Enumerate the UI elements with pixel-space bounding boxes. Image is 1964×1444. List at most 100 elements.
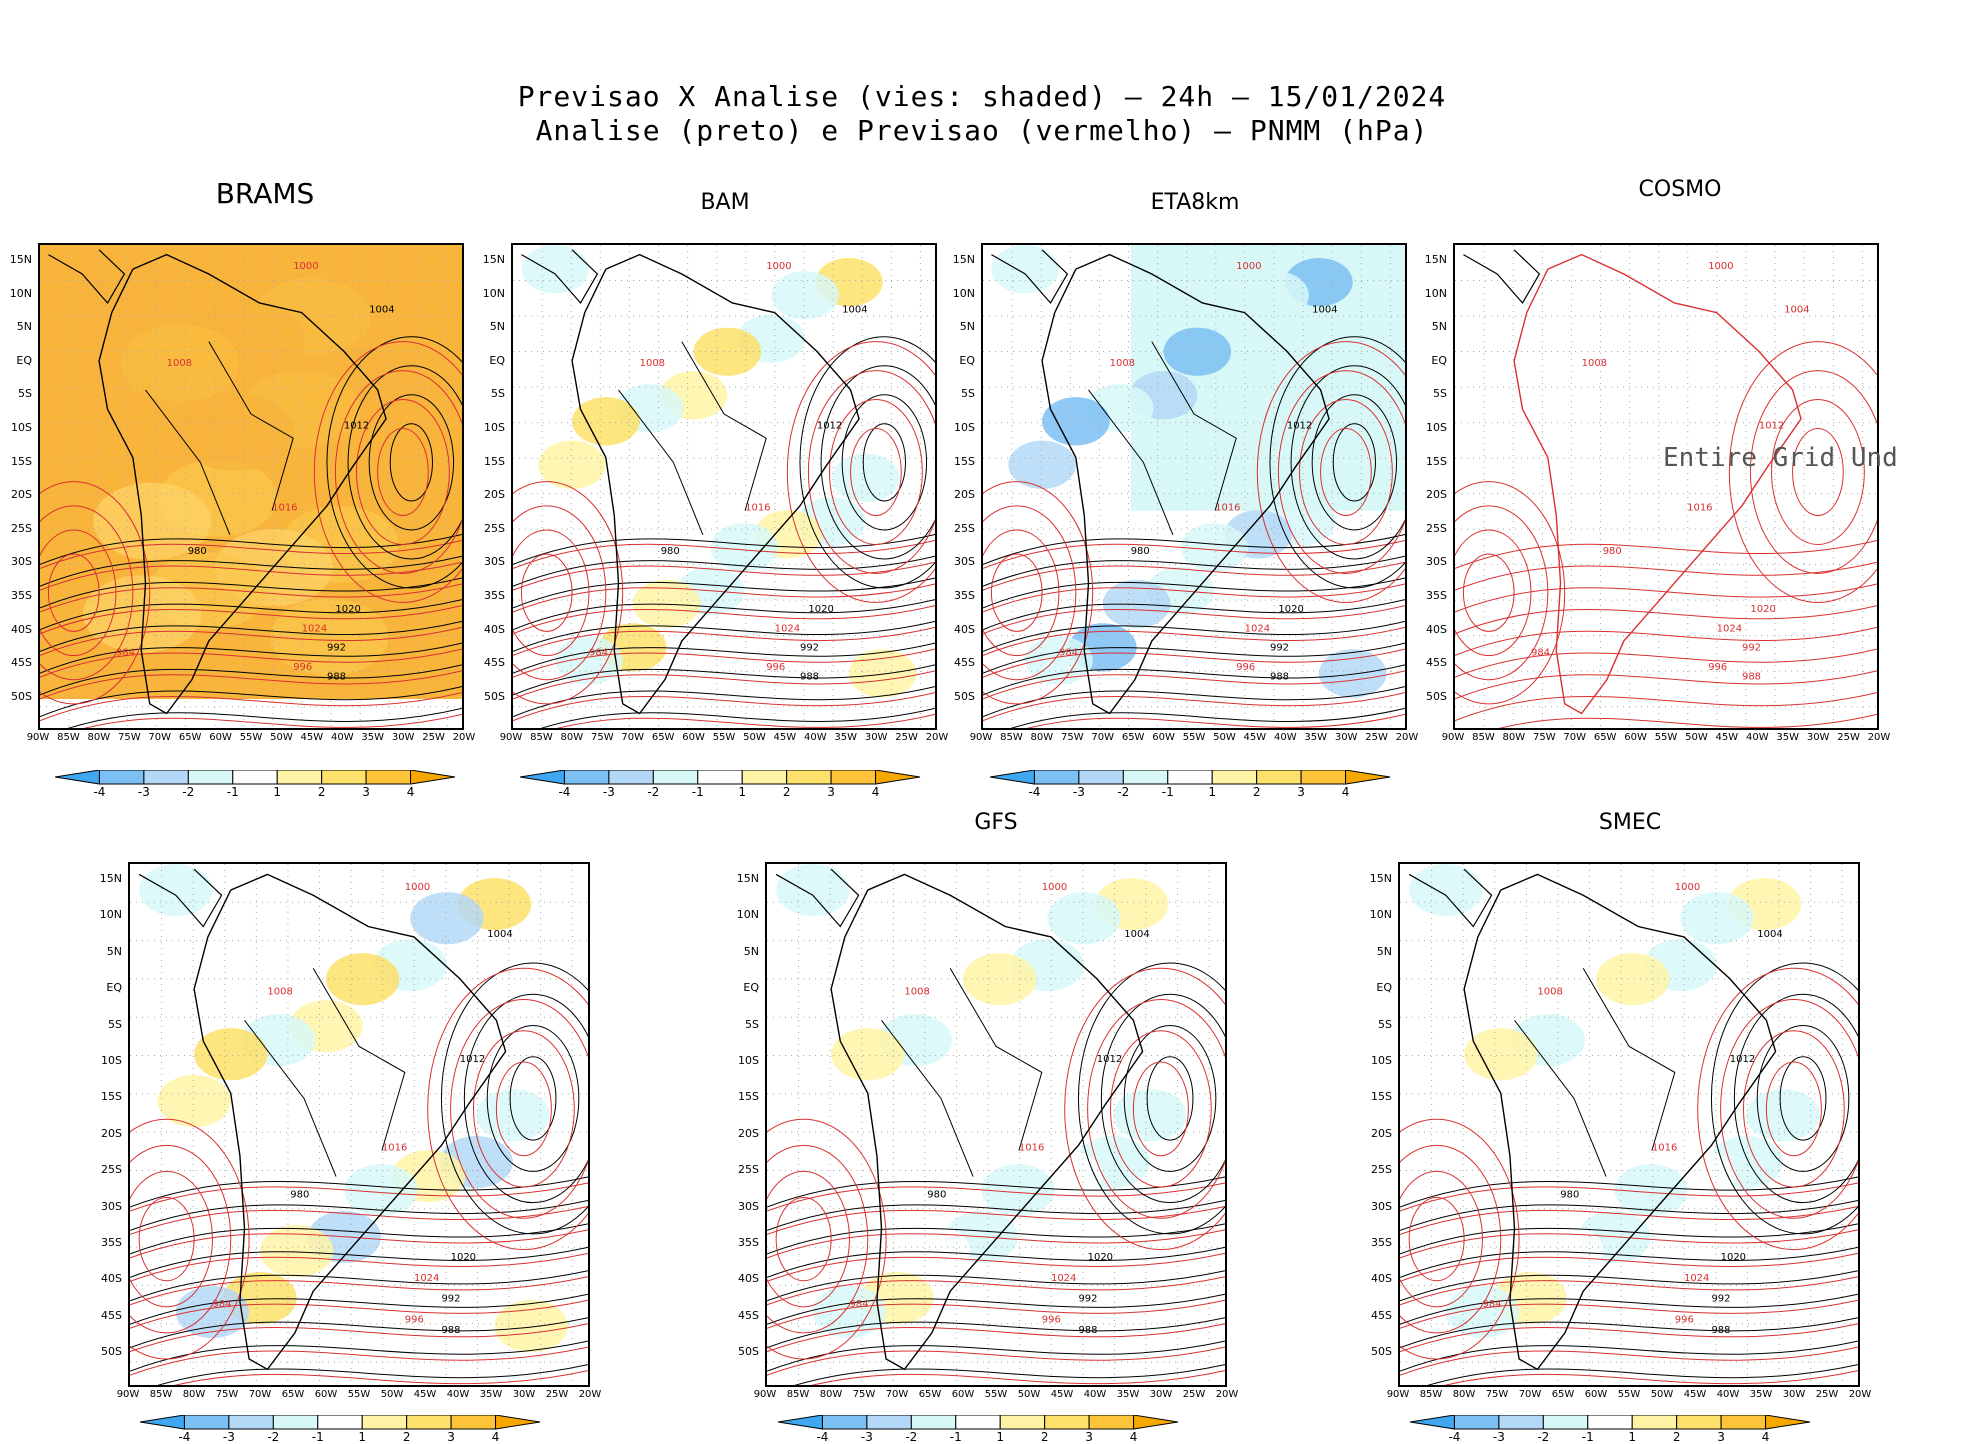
latitude-tick-label: 45S — [1419, 656, 1447, 669]
latitude-tick-label: 5N — [477, 320, 505, 333]
longitude-tick-label: 50W — [266, 732, 296, 743]
map-panel-eta8km: 1000 1004 1008 1012 1016 1020 1024 992 996 988 984… — [981, 243, 1407, 730]
latitude-tick-label: 15N — [477, 253, 505, 266]
forecast-isobar — [991, 554, 1042, 631]
longitude-tick-label: 55W — [236, 732, 266, 743]
colorbar-tick-label: 3 — [1291, 785, 1311, 799]
colorbar-segment — [1454, 1415, 1498, 1429]
colorbar-tick-label: 3 — [1711, 1430, 1731, 1444]
longitude-tick-label: 25W — [1812, 1389, 1842, 1400]
colorbar-segment — [1543, 1415, 1587, 1429]
bias-blob — [694, 328, 762, 376]
contour-label: 1000 — [1042, 882, 1067, 893]
longitude-tick-label: 45W — [1712, 732, 1742, 743]
colorbar-segment — [229, 1415, 273, 1429]
contour-label: 992 — [1711, 1294, 1730, 1305]
longitude-tick-label: 20W — [1864, 732, 1894, 743]
map-canvas: 1000 1004 1008 1012 1016 1020 1024992 996 988 984… — [130, 864, 588, 1385]
colorbar-segment — [520, 770, 564, 784]
longitude-tick-label: 70W — [618, 732, 648, 743]
longitude-tick-label: 75W — [1057, 732, 1087, 743]
bias-blob — [1765, 1300, 1838, 1352]
colorbar-tick-label: -2 — [1533, 1430, 1553, 1444]
longitude-tick-label: 80W — [1449, 1389, 1479, 1400]
latitude-tick-label: 15S — [4, 455, 32, 468]
longitude-tick-label: 30W — [1779, 1389, 1809, 1400]
latitude-tick-label: 15N — [947, 253, 975, 266]
latitude-tick-label: 10S — [1419, 421, 1447, 434]
colorbar-tick-label: 3 — [356, 785, 376, 799]
colorbar-segment — [1045, 1415, 1089, 1429]
latitude-tick-label: 10S — [4, 421, 32, 434]
contour-label: 1008 — [167, 358, 192, 369]
contour-label: 984 — [589, 648, 608, 659]
longitude-tick-label: 40W — [800, 732, 830, 743]
colorbar-segment — [911, 1415, 955, 1429]
colorbar-segment — [876, 770, 920, 784]
bias-blob — [139, 864, 212, 916]
map-canvas: 1000 1004 1008 1012 1016 1020 1024992 996 988 984… — [513, 245, 935, 728]
contour-label: 984 — [1059, 648, 1078, 659]
contour-label: 1016 — [1652, 1143, 1677, 1154]
colorbar-tick-label: -3 — [857, 1430, 877, 1444]
longitude-tick-label: 70W — [145, 732, 175, 743]
latitude-tick-label: 30S — [4, 555, 32, 568]
contour-label: 980 — [1560, 1189, 1579, 1200]
figure-title-line1: Previsao X Analise (vies: shaded) — 24h … — [0, 80, 1964, 113]
longitude-tick-label: 85W — [783, 1389, 813, 1400]
contour-label: 996 — [293, 662, 312, 673]
analysis-isobar — [767, 1365, 1225, 1385]
contour-label: 992 — [441, 1294, 460, 1305]
forecast-isobar — [1455, 649, 1877, 677]
colorbar-segment — [1632, 1415, 1676, 1429]
longitude-tick-label: 75W — [1529, 732, 1559, 743]
longitude-tick-label: 50W — [1014, 1389, 1044, 1400]
colorbar-tick-label: 4 — [1124, 1430, 1144, 1444]
longitude-tick-label: 55W — [1179, 732, 1209, 743]
colorbar-tick-label: 3 — [1079, 1430, 1099, 1444]
contour-label: 1004 — [369, 305, 394, 316]
latitude-tick-label: 15N — [1364, 872, 1392, 885]
latitude-tick-label: EQ — [477, 354, 505, 367]
longitude-tick-label: 20W — [1212, 1389, 1242, 1400]
panel-title-cosmo: COSMO — [1580, 177, 1780, 202]
colorbar-segment — [1766, 1415, 1810, 1429]
longitude-tick-label: 25W — [1362, 732, 1392, 743]
longitude-tick-label: 80W — [179, 1389, 209, 1400]
longitude-tick-label: 70W — [1088, 732, 1118, 743]
longitude-tick-label: 35W — [476, 1389, 506, 1400]
latitude-tick-label: EQ — [947, 354, 975, 367]
colorbar-tick-label: -4 — [812, 1430, 832, 1444]
latitude-tick-label: 5N — [94, 945, 122, 958]
longitude-tick-label: 65W — [1548, 1389, 1578, 1400]
bias-blob — [1164, 328, 1232, 376]
longitude-tick-label: 40W — [443, 1389, 473, 1400]
contour-label: 1000 — [1236, 261, 1261, 272]
colorbar-tick-label: 1 — [990, 1430, 1010, 1444]
latitude-tick-label: 10S — [947, 421, 975, 434]
longitude-tick-label: 60W — [1581, 1389, 1611, 1400]
latitude-tick-label: 45S — [947, 656, 975, 669]
colorbar-tick-label: -4 — [554, 785, 574, 799]
longitude-tick-label: 90W — [496, 732, 526, 743]
colorbar-segment — [55, 770, 99, 784]
central-america-coastline — [1463, 250, 1539, 303]
contour-label: 988 — [800, 672, 819, 683]
contour-label: 1016 — [1687, 503, 1712, 514]
analysis-isobar — [1400, 1365, 1858, 1385]
longitude-tick-label: 90W — [750, 1389, 780, 1400]
latitude-tick-label: 15S — [731, 1090, 759, 1103]
longitude-tick-label: 20W — [449, 732, 479, 743]
contour-label: 996 — [1236, 662, 1255, 673]
contour-label: 980 — [927, 1189, 946, 1200]
colorbar-tick-label: 3 — [821, 785, 841, 799]
contour-label: 980 — [290, 1189, 309, 1200]
latitude-tick-label: EQ — [94, 981, 122, 994]
latitude-tick-label: 45S — [94, 1309, 122, 1322]
contour-label: 988 — [327, 672, 346, 683]
latitude-tick-label: 5S — [731, 1018, 759, 1031]
longitude-tick-label: 80W — [1027, 732, 1057, 743]
longitude-tick-label: 70W — [1515, 1389, 1545, 1400]
colorbar-segment — [867, 1415, 911, 1429]
contour-label: 1000 — [405, 882, 430, 893]
